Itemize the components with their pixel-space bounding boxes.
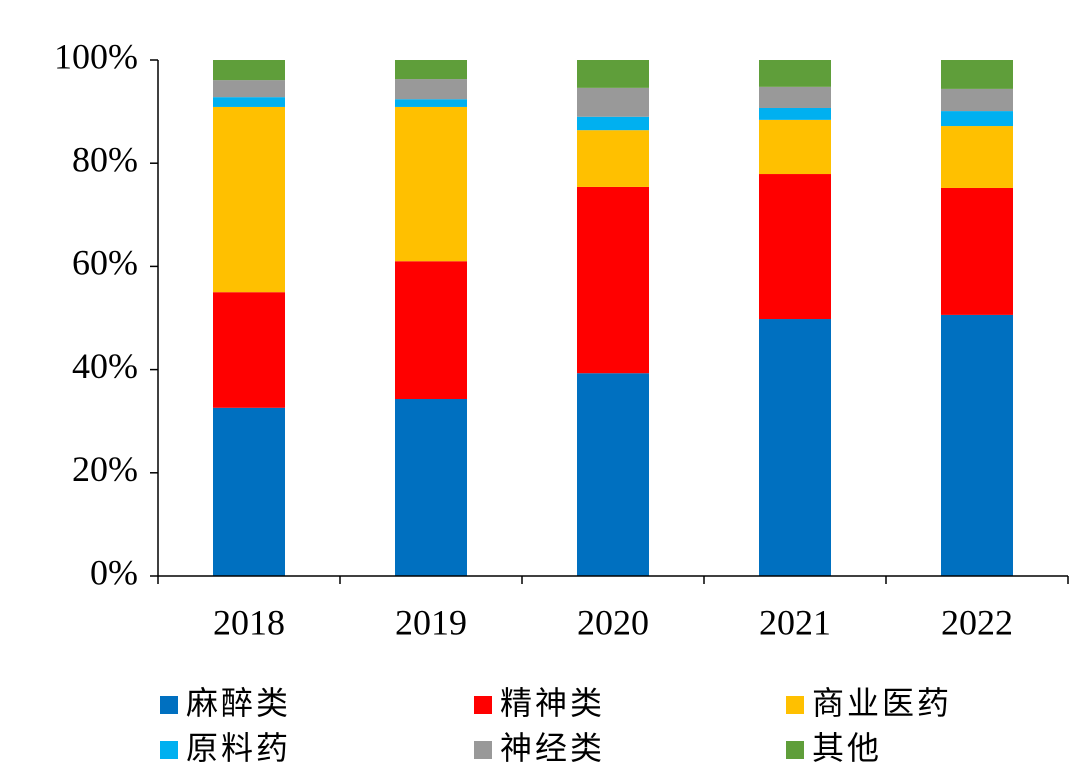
bar-segment [759, 119, 831, 175]
legend-swatch [786, 741, 804, 759]
bar-segment [213, 106, 285, 293]
bar-segment [941, 60, 1013, 89]
bar-segment [577, 87, 649, 117]
bar-segment [395, 99, 467, 107]
y-tick-label: 100% [54, 36, 138, 76]
legend-label: 麻醉类 [186, 684, 291, 722]
bar-segment [213, 292, 285, 408]
y-tick-label: 0% [90, 552, 138, 592]
y-tick-label: 20% [72, 449, 138, 489]
bar-segment [759, 60, 831, 87]
bar-segment [759, 86, 831, 108]
bar-segment [213, 407, 285, 576]
bar-segment [213, 97, 285, 107]
bar-segment [759, 319, 831, 576]
bar-segment [577, 130, 649, 187]
legend-label: 其他 [812, 729, 882, 767]
x-tick-label: 2019 [395, 602, 467, 642]
y-tick-label: 40% [72, 346, 138, 386]
bar-segment [213, 80, 285, 98]
x-tick-label: 2021 [759, 602, 831, 642]
bar-segment [941, 314, 1013, 576]
bar-segment [395, 106, 467, 262]
bar-segment [395, 60, 467, 80]
legend-label: 神经类 [500, 729, 605, 767]
bar-segment [577, 60, 649, 88]
legend-swatch [160, 696, 178, 714]
bar-segment [577, 116, 649, 131]
bar-segment [941, 187, 1013, 315]
bar-segment [395, 399, 467, 576]
bar-segment [395, 79, 467, 100]
legend-swatch [474, 696, 492, 714]
bar-segment [941, 111, 1013, 127]
x-tick-label: 2018 [213, 602, 285, 642]
bar-segment [759, 107, 831, 120]
y-tick-label: 80% [72, 139, 138, 179]
bar-segment [213, 60, 285, 81]
bar-segment [941, 88, 1013, 112]
legend-label: 商业医药 [812, 684, 952, 722]
bar-segment [395, 261, 467, 400]
legend-swatch [786, 696, 804, 714]
bar-segment [759, 174, 831, 320]
legend-label: 原料药 [186, 729, 291, 767]
legend-swatch [474, 741, 492, 759]
legend-label: 精神类 [500, 684, 605, 722]
bar-segment [577, 373, 649, 576]
x-tick-label: 2020 [577, 602, 649, 642]
bar-segment [941, 126, 1013, 188]
legend-swatch [160, 741, 178, 759]
y-tick-label: 60% [72, 243, 138, 283]
bar-segment [577, 186, 649, 374]
x-tick-label: 2022 [941, 602, 1013, 642]
